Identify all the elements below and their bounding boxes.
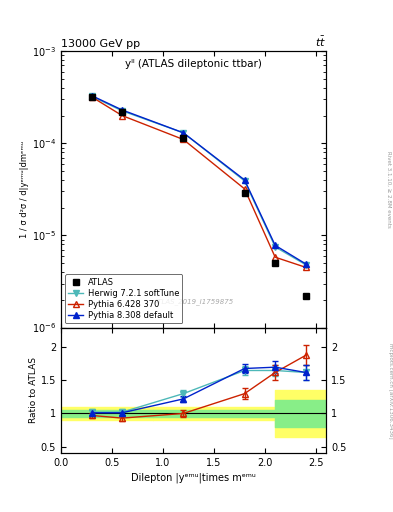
ATLAS (181, 135, 186, 141)
Pythia 6.428 370 (181, 136, 186, 142)
Herwig 7.2.1 softTune (89, 93, 94, 99)
Line: ATLAS: ATLAS (89, 94, 309, 299)
Herwig 7.2.1 softTune (303, 262, 308, 268)
ATLAS (273, 260, 277, 266)
Herwig 7.2.1 softTune (181, 130, 186, 136)
Text: yˡˡ (ATLAS dileptonic ttbar): yˡˡ (ATLAS dileptonic ttbar) (125, 59, 262, 70)
Text: Rivet 3.1.10, ≥ 2.8M events: Rivet 3.1.10, ≥ 2.8M events (386, 151, 391, 228)
ATLAS (120, 109, 125, 115)
Line: Pythia 6.428 370: Pythia 6.428 370 (89, 94, 309, 270)
Pythia 8.308 default (120, 107, 125, 113)
X-axis label: Dilepton |yᵉᵐᵘ|times mᵉᵐᵘ: Dilepton |yᵉᵐᵘ|times mᵉᵐᵘ (131, 472, 256, 483)
Herwig 7.2.1 softTune (242, 178, 247, 184)
Pythia 6.428 370 (303, 264, 308, 270)
Line: Pythia 8.308 default: Pythia 8.308 default (89, 93, 309, 267)
Y-axis label: 1 / σ d²σ / d|yᵉᵐᵘ|dmᵉᵐᵘ: 1 / σ d²σ / d|yᵉᵐᵘ|dmᵉᵐᵘ (20, 141, 29, 238)
Text: ATLAS_2019_I1759875: ATLAS_2019_I1759875 (153, 298, 234, 306)
Text: mcplots.cern.ch [arXiv:1306.3436]: mcplots.cern.ch [arXiv:1306.3436] (387, 343, 393, 438)
Pythia 6.428 370 (273, 254, 277, 260)
Pythia 6.428 370 (120, 113, 125, 119)
Herwig 7.2.1 softTune (120, 108, 125, 114)
Line: Herwig 7.2.1 softTune: Herwig 7.2.1 softTune (89, 93, 309, 268)
ATLAS (89, 94, 94, 100)
Y-axis label: Ratio to ATLAS: Ratio to ATLAS (29, 357, 38, 423)
Pythia 8.308 default (89, 93, 94, 99)
ATLAS (303, 293, 308, 299)
Text: $t\bar{t}$: $t\bar{t}$ (315, 34, 326, 49)
Pythia 6.428 370 (89, 94, 94, 100)
Legend: ATLAS, Herwig 7.2.1 softTune, Pythia 6.428 370, Pythia 8.308 default: ATLAS, Herwig 7.2.1 softTune, Pythia 6.4… (65, 274, 182, 324)
Pythia 6.428 370 (242, 186, 247, 192)
Herwig 7.2.1 softTune (273, 244, 277, 250)
Pythia 8.308 default (303, 261, 308, 267)
Pythia 8.308 default (242, 177, 247, 183)
Pythia 8.308 default (273, 242, 277, 248)
ATLAS (242, 190, 247, 196)
Pythia 8.308 default (181, 130, 186, 136)
Text: 13000 GeV pp: 13000 GeV pp (61, 38, 140, 49)
